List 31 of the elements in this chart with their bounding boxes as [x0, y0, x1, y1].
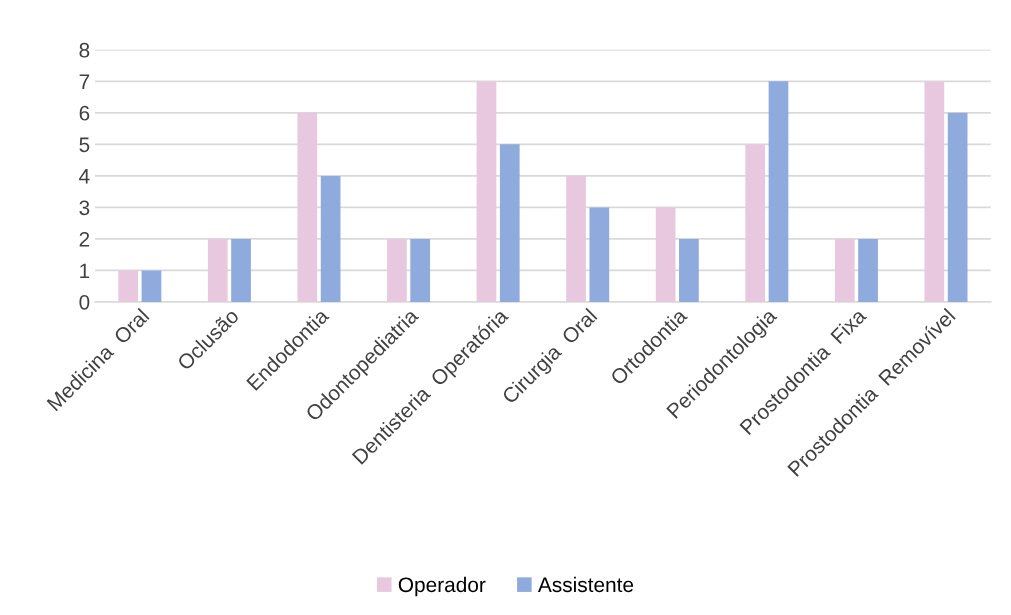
y-tick-label: 7	[79, 74, 90, 89]
bar	[947, 112, 968, 302]
bar	[858, 238, 878, 302]
bar	[834, 238, 855, 302]
bar	[207, 238, 228, 302]
bar	[320, 175, 341, 302]
bar	[231, 238, 251, 302]
bar	[745, 144, 766, 302]
bar	[499, 144, 520, 302]
y-tick-label: 8	[79, 42, 90, 58]
bar	[410, 238, 431, 302]
bar	[768, 81, 789, 302]
bar	[118, 270, 139, 302]
bar	[387, 238, 407, 302]
y-tick-label: 0	[79, 294, 90, 310]
bar	[141, 270, 162, 302]
legend-label: Assistente	[537, 576, 634, 593]
y-tick-label: 1	[80, 263, 90, 278]
bar	[476, 81, 497, 302]
bar	[566, 175, 586, 302]
y-tick-label: 3	[79, 200, 90, 216]
y-tick-label: 6	[79, 105, 90, 121]
y-tick-label: 2	[79, 231, 90, 247]
y-tick-label: 4	[79, 169, 90, 184]
legend-label: Operador	[398, 576, 486, 597]
bar	[924, 81, 945, 302]
bar	[679, 238, 699, 302]
y-tick-label: 5	[79, 137, 90, 153]
bar	[655, 207, 676, 302]
bar	[589, 207, 610, 302]
bar	[297, 112, 318, 302]
